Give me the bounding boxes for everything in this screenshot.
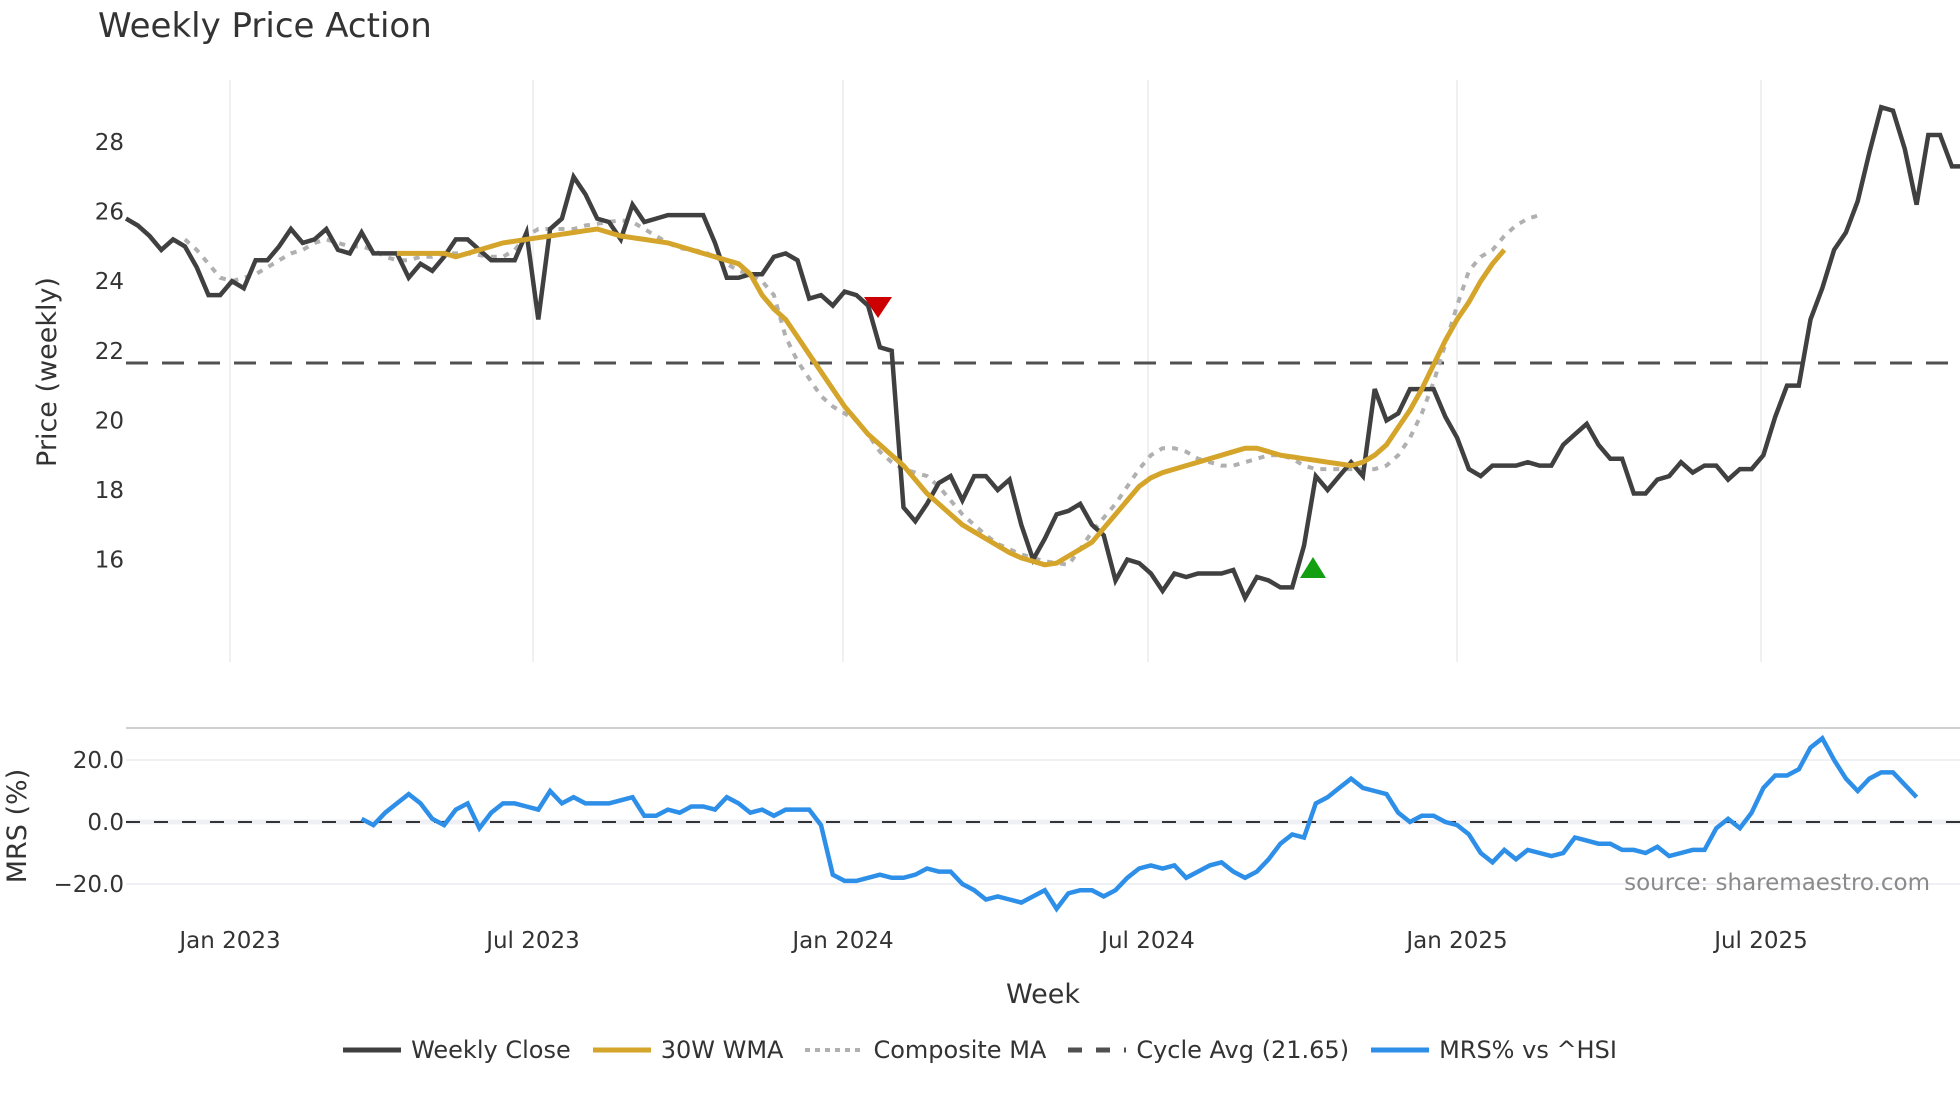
mrs-line: [360, 734, 1919, 913]
price-y-tick: 16: [95, 548, 124, 574]
mrs-y-tick: −20.0: [54, 872, 124, 898]
price-gridlines: [229, 80, 1762, 662]
legend-swatch-icon: [1371, 1047, 1430, 1053]
price-axis-title: Price (weekly): [32, 277, 63, 467]
legend-item-composite[interactable]: Composite MA: [805, 1036, 1046, 1064]
weekly-close-line: [124, 104, 1960, 603]
legend-label: Cycle Avg (21.65): [1136, 1036, 1350, 1064]
x-axis-title: Week: [1006, 979, 1080, 1010]
mrs-y-tick: 20.0: [73, 748, 124, 774]
price-y-tick: 20: [95, 408, 124, 434]
price-y-tick: 18: [95, 478, 124, 504]
x-tick-label: Jan 2023: [177, 928, 280, 954]
chart-title: Weekly Price Action: [98, 6, 432, 46]
legend: Weekly Close 30W WMA Composite MA Cycle Avg…: [0, 1036, 1960, 1064]
sell-signal-icon: [864, 297, 892, 318]
axis-ticks: Jan 2023 Jul 2023 Jan 2024 Jul 2024 Jan 2025…: [54, 130, 1808, 954]
legend-item-cycle[interactable]: Cycle Avg (21.65): [1068, 1036, 1349, 1064]
price-y-tick: 22: [95, 339, 124, 365]
legend-item-wma[interactable]: 30W WMA: [592, 1036, 784, 1064]
legend-swatch-icon: [592, 1047, 651, 1053]
wma-30w-line: [396, 226, 1507, 568]
x-tick-label: Jul 2024: [1099, 928, 1195, 954]
legend-item-mrs[interactable]: MRS% vs ^HSI: [1371, 1036, 1617, 1064]
buy-signal-icon: [1300, 557, 1326, 578]
price-and-mrs-chart: Jan 2023 Jul 2023 Jan 2024 Jul 2024 Jan 2025…: [2, 80, 1960, 1010]
legend-swatch-icon: [1068, 1047, 1127, 1053]
mrs-y-tick: 0.0: [87, 810, 124, 836]
price-y-tick: 26: [95, 200, 124, 226]
series-layer: [124, 104, 1960, 913]
mrs-gridlines: [126, 727, 1960, 885]
legend-swatch-icon: [805, 1048, 864, 1052]
x-tick-label: Jul 2025: [1712, 928, 1808, 954]
x-tick-label: Jan 2025: [1404, 928, 1507, 954]
legend-label: 30W WMA: [660, 1036, 784, 1064]
price-y-tick: 28: [95, 130, 124, 156]
price-y-tick: 24: [95, 269, 124, 295]
composite-ma-line: [183, 213, 1541, 567]
legend-swatch-icon: [343, 1047, 402, 1053]
legend-item-close[interactable]: Weekly Close: [343, 1036, 571, 1064]
legend-label: MRS% vs ^HSI: [1439, 1036, 1617, 1064]
source-label: source: sharemaestro.com: [1624, 870, 1930, 896]
x-tick-label: Jan 2024: [790, 928, 893, 954]
legend-label: Weekly Close: [411, 1036, 571, 1064]
x-tick-label: Jul 2023: [484, 928, 580, 954]
mrs-axis-title: MRS (%): [2, 769, 33, 884]
legend-label: Composite MA: [873, 1036, 1047, 1064]
